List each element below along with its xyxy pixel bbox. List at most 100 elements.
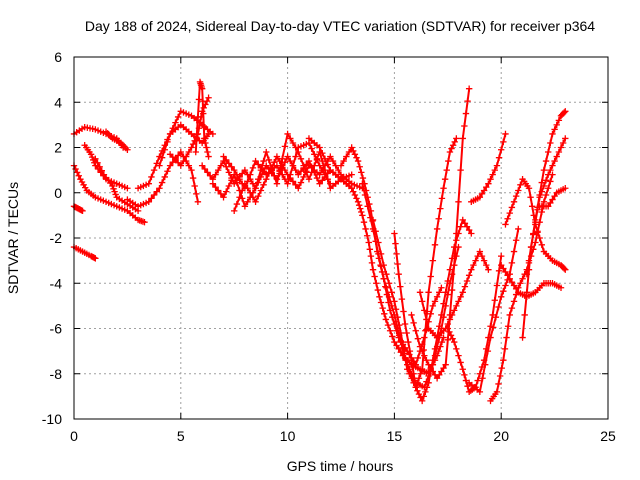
data-point [508, 259, 516, 267]
data-point [551, 126, 558, 133]
data-point [414, 354, 422, 362]
data-point [180, 157, 187, 165]
data-point [225, 160, 233, 167]
data-point [429, 257, 437, 264]
data-point [399, 338, 406, 346]
data-point [358, 208, 365, 216]
data-point [440, 364, 447, 372]
data-point [547, 139, 554, 147]
data-point [351, 191, 359, 199]
chart-title: Day 188 of 2024, Sidereal Day-to-day VTE… [85, 18, 595, 34]
data-point [444, 277, 451, 285]
data-point [327, 153, 334, 160]
data-point [498, 293, 505, 301]
data-point [388, 302, 395, 310]
data-point [164, 138, 171, 146]
data-point [562, 135, 569, 142]
data-point [257, 187, 265, 194]
data-point [502, 130, 509, 138]
data-point [510, 282, 518, 289]
data-point [236, 194, 243, 201]
data-point [459, 289, 466, 296]
data-point [273, 153, 281, 160]
data-point [145, 198, 152, 205]
data-point [199, 97, 206, 105]
data-point [177, 148, 184, 156]
data-point [512, 285, 520, 293]
data-point [451, 307, 458, 314]
data-point [359, 180, 366, 187]
data-point [472, 257, 479, 264]
data-point [538, 241, 545, 248]
data-point [124, 146, 131, 153]
data-point [553, 121, 560, 129]
data-point [247, 189, 254, 196]
data-point [271, 172, 278, 179]
data-point [547, 166, 554, 174]
data-point [491, 297, 498, 304]
data-point [94, 159, 101, 166]
data-point [410, 319, 417, 327]
data-point [442, 289, 449, 296]
data-point [252, 185, 259, 192]
data-point [448, 311, 456, 319]
data-point [437, 205, 444, 212]
data-point [551, 192, 558, 200]
data-point [287, 135, 294, 142]
data-point [463, 223, 471, 230]
data-point [423, 384, 431, 391]
data-point [74, 169, 81, 176]
data-point [249, 180, 257, 187]
data-point [305, 175, 313, 183]
data-series [70, 123, 127, 151]
data-point [260, 157, 267, 165]
data-point [476, 370, 484, 377]
data-point [553, 153, 560, 160]
data-point [438, 311, 445, 319]
data-point [281, 159, 289, 166]
data-point [495, 267, 503, 275]
data-point [492, 313, 500, 321]
data-point [380, 261, 387, 269]
data-point [423, 356, 430, 364]
data-point [536, 191, 543, 199]
data-point [483, 183, 490, 191]
data-point [429, 368, 437, 375]
data-point [166, 162, 174, 169]
data-point [429, 302, 437, 310]
data-point [446, 266, 454, 273]
data-point [92, 255, 99, 262]
data-point [359, 174, 367, 182]
data-point [444, 336, 451, 344]
data-point [332, 162, 339, 169]
data-point [547, 199, 554, 207]
data-point [429, 356, 437, 364]
data-point [515, 187, 522, 194]
data-point [375, 239, 382, 246]
data-point [536, 234, 543, 242]
data-point [361, 191, 369, 199]
data-point [284, 130, 291, 138]
x-tick-label: 25 [600, 428, 616, 444]
data-point [476, 388, 484, 396]
data-point [438, 284, 445, 291]
data-point [295, 185, 302, 192]
data-point [193, 190, 200, 198]
data-point [506, 275, 513, 282]
data-point [394, 260, 401, 268]
data-point [395, 345, 402, 353]
data-point [461, 220, 469, 227]
data-point [174, 113, 182, 121]
data-series [305, 135, 447, 377]
data-point [319, 149, 326, 157]
data-point [244, 198, 251, 205]
data-point [392, 240, 399, 247]
data-point [289, 162, 297, 169]
data-point [335, 166, 342, 174]
data-point [544, 148, 552, 156]
data-point [512, 192, 520, 200]
data-series [465, 225, 522, 396]
data-point [534, 228, 541, 235]
data-point [350, 147, 357, 155]
data-point [156, 162, 163, 169]
